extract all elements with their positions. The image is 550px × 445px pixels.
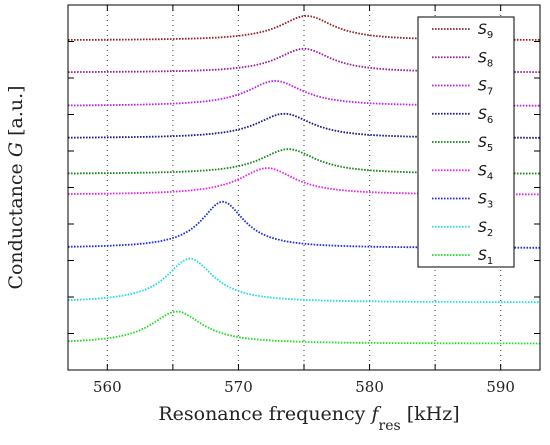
legend-label-s4: S4: [478, 163, 493, 182]
x-tick-label: 560: [93, 378, 122, 396]
axis-ticks: [68, 5, 540, 370]
legend-label-s6: S6: [478, 107, 493, 126]
legend-label-s8: S8: [478, 50, 493, 69]
x-tick-label: 570: [224, 378, 253, 396]
x-axis-label: Resonance frequency fres [kHz]: [158, 403, 459, 435]
x-tick-label: 590: [486, 378, 515, 396]
legend: S9 S8 S7 S6 S5 S4 S3 S2 S1: [417, 16, 515, 268]
legend-label-s5: S5: [478, 135, 493, 154]
x-tick-labels: 560 570 580 590: [93, 378, 515, 396]
legend-label-s7: S7: [478, 79, 493, 98]
legend-label-s2: S2: [478, 220, 493, 239]
legend-label-s9: S9: [478, 22, 493, 41]
legend-label-s1: S1: [478, 248, 493, 267]
y-axis-label: Conductance G [a.u.]: [5, 85, 27, 289]
series-line-s1: [68, 310, 540, 345]
series-line-s2: [67, 257, 540, 304]
x-tick-label: 580: [355, 378, 384, 396]
legend-label-s3: S3: [478, 192, 493, 211]
series-line-s4: [68, 167, 540, 196]
